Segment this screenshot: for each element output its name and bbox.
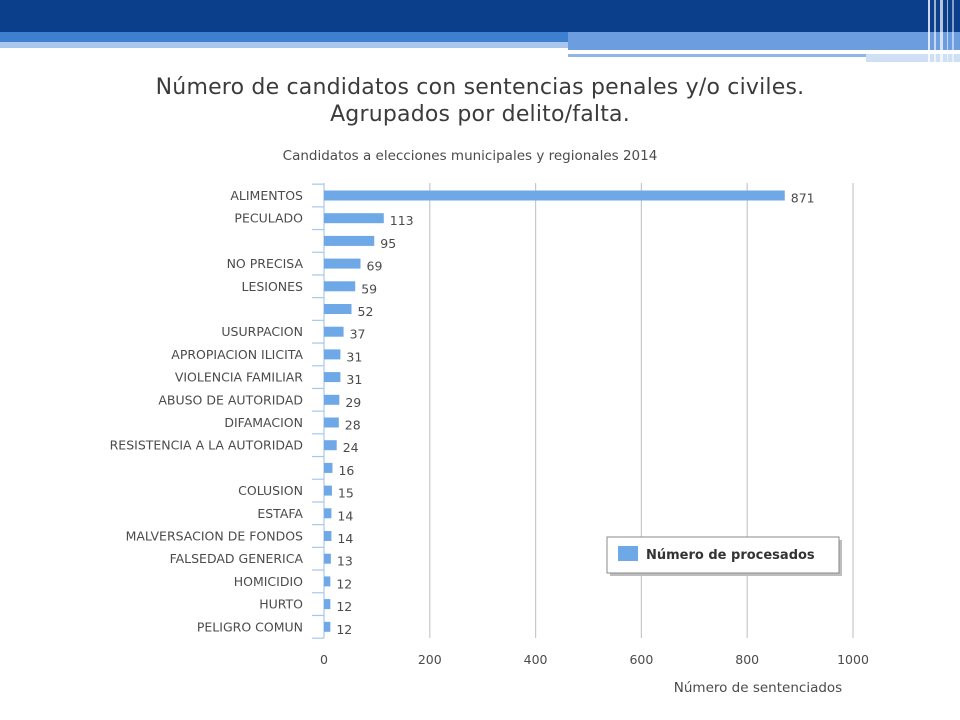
data-label: 13 [337, 554, 353, 569]
header-stripe [952, 0, 954, 64]
data-label: 16 [338, 463, 354, 478]
bar [324, 621, 331, 632]
header-divider-line [568, 50, 888, 57]
category-label: HURTO [259, 597, 303, 612]
header-stripe [928, 0, 930, 64]
bar [324, 417, 339, 428]
x-axis-ticks: 0 200 400 600 800 1000 [320, 652, 869, 667]
chart-bars [324, 190, 785, 632]
data-label: 37 [350, 327, 366, 342]
bar [324, 213, 384, 224]
header-stripe [934, 0, 936, 64]
bar [324, 190, 785, 201]
bar [324, 440, 337, 451]
bar [324, 553, 331, 564]
x-tick-label: 200 [418, 652, 442, 667]
x-tick-label: 1000 [837, 652, 869, 667]
x-tick-label: 400 [524, 652, 548, 667]
category-label: COLUSION [238, 483, 303, 498]
category-label: DIFAMACION [224, 415, 303, 430]
header-stripe [947, 0, 948, 64]
bar [324, 281, 356, 292]
data-label: 29 [345, 395, 361, 410]
x-tick-label: 800 [735, 652, 759, 667]
data-label: 14 [337, 508, 353, 523]
category-label: ESTAFA [257, 506, 303, 521]
chart-labels: ALIMENTOS 871 PECULADO 113 95 NO PRECISA 69 LES… [110, 188, 815, 637]
bar [324, 258, 361, 269]
bar [324, 508, 332, 519]
slide-title-line-1: Número de candidatos con sentencias pena… [155, 75, 805, 100]
bar [324, 235, 375, 246]
legend-box [606, 536, 840, 574]
data-label: 24 [343, 440, 359, 455]
header-accent-band-pale-right [866, 54, 960, 62]
x-tick-label: 600 [629, 652, 653, 667]
category-label: APROPIACION ILICITA [171, 347, 303, 362]
x-tick-label: 0 [320, 652, 328, 667]
category-label: ALIMENTOS [230, 188, 303, 203]
header-stripe [940, 0, 943, 64]
slide-title: Número de candidatos con sentencias pena… [100, 74, 860, 128]
bar [324, 304, 352, 314]
category-label: FALSEDAD GENERICA [170, 551, 304, 566]
legend: Número de procesados [606, 536, 842, 576]
data-label: 31 [346, 349, 362, 364]
bar [324, 599, 331, 610]
chart-title: Candidatos a elecciones municipales y re… [283, 148, 658, 164]
legend-swatch [618, 546, 638, 561]
header-accent-band [0, 32, 568, 42]
bar [324, 349, 341, 360]
x-axis-title: Número de sentenciados [674, 680, 842, 696]
data-label: 95 [380, 236, 396, 251]
header-band [0, 0, 960, 32]
category-label: NO PRECISA [227, 256, 304, 271]
legend-label: Número de procesados [646, 548, 815, 563]
category-label: PECULADO [234, 211, 303, 226]
bar [324, 372, 341, 383]
bar [324, 485, 332, 496]
header-accent-band-pale [0, 42, 568, 48]
category-label: VIOLENCIA FAMILIAR [175, 370, 303, 385]
bar [324, 576, 331, 587]
data-label: 15 [338, 486, 354, 501]
data-label: 12 [336, 622, 352, 637]
data-label: 12 [336, 599, 352, 614]
data-label: 871 [791, 191, 815, 206]
data-label: 31 [346, 372, 362, 387]
bar [324, 531, 332, 541]
slide-title-line-2: Agrupados por delito/falta. [330, 102, 630, 127]
category-label: ABUSO DE AUTORIDAD [158, 392, 303, 407]
data-label: 14 [337, 531, 353, 546]
bar [324, 394, 340, 405]
category-label: USURPACION [221, 324, 303, 339]
y-axis [312, 183, 325, 639]
category-label: PELIGRO COMUN [197, 619, 303, 634]
category-label: LESIONES [241, 279, 303, 294]
data-label: 59 [361, 281, 377, 296]
bar [324, 462, 333, 473]
bar [324, 326, 344, 337]
header-accent-band-right [568, 32, 960, 50]
data-label: 52 [358, 304, 374, 319]
data-label: 69 [367, 259, 383, 274]
category-label: MALVERSACION DE FONDOS [126, 529, 303, 544]
data-label: 113 [390, 213, 414, 228]
category-label: HOMICIDIO [234, 574, 303, 589]
data-label: 28 [345, 418, 361, 433]
data-label: 12 [336, 576, 352, 591]
category-label: RESISTENCIA A LA AUTORIDAD [110, 438, 303, 453]
